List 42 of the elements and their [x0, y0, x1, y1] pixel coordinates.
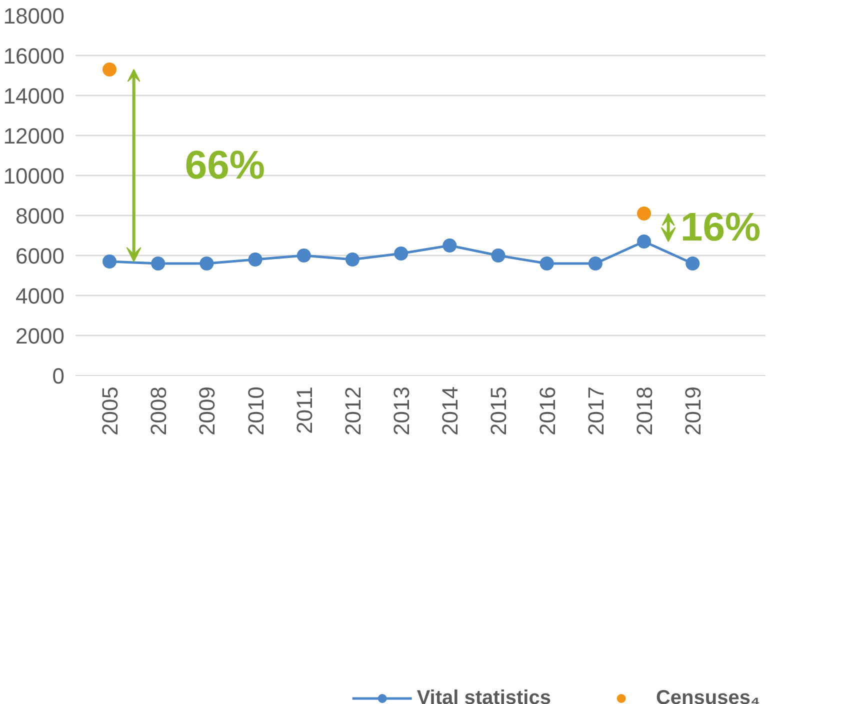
y-tick-label: 2000 — [16, 324, 65, 348]
x-tick-label: 2014 — [438, 386, 463, 436]
x-tick-label: 2010 — [243, 386, 268, 436]
point — [491, 248, 506, 262]
x-tick-label: 2008 — [146, 386, 172, 436]
x-tick-label: 2016 — [534, 386, 560, 436]
x-tick-label: 2018 — [632, 386, 658, 436]
point — [296, 248, 311, 262]
y-tick-label: 12000 — [3, 124, 65, 148]
x-tick-label: 2005 — [98, 386, 123, 436]
x-tick-label: 2015 — [486, 386, 512, 436]
x-tick-label: 2011 — [292, 386, 317, 434]
x-tick-label: 2009 — [194, 386, 220, 436]
point — [345, 252, 360, 266]
x-tick-label: 2013 — [389, 386, 414, 436]
annotation: 66% — [184, 144, 265, 188]
point — [151, 256, 166, 270]
point — [588, 256, 602, 270]
point — [637, 206, 652, 220]
x-tick-label: 2012 — [340, 386, 366, 436]
y-tick-label: 6000 — [16, 244, 65, 268]
point — [248, 252, 262, 266]
y-tick-label: 8000 — [16, 204, 65, 228]
legend-label: Vital statistics — [416, 686, 551, 704]
point — [200, 256, 214, 270]
point — [394, 246, 408, 260]
y-tick-label: 4000 — [16, 284, 65, 308]
point — [102, 62, 117, 76]
x-tick-label: 2019 — [680, 386, 706, 436]
point — [637, 234, 652, 248]
y-tick-label: 14000 — [3, 84, 65, 108]
point — [540, 256, 554, 270]
point — [686, 256, 700, 270]
legend-label: Censuses₄ — [656, 686, 760, 704]
y-tick-label: 18000 — [3, 4, 65, 28]
point — [442, 238, 457, 252]
y-tick-label: 16000 — [3, 44, 65, 68]
y-tick-label: 0 — [52, 364, 65, 388]
annotation: 16% — [680, 206, 761, 250]
y-tick-label: 10000 — [3, 164, 65, 188]
x-tick-label: 2017 — [583, 386, 608, 436]
point — [102, 254, 117, 268]
